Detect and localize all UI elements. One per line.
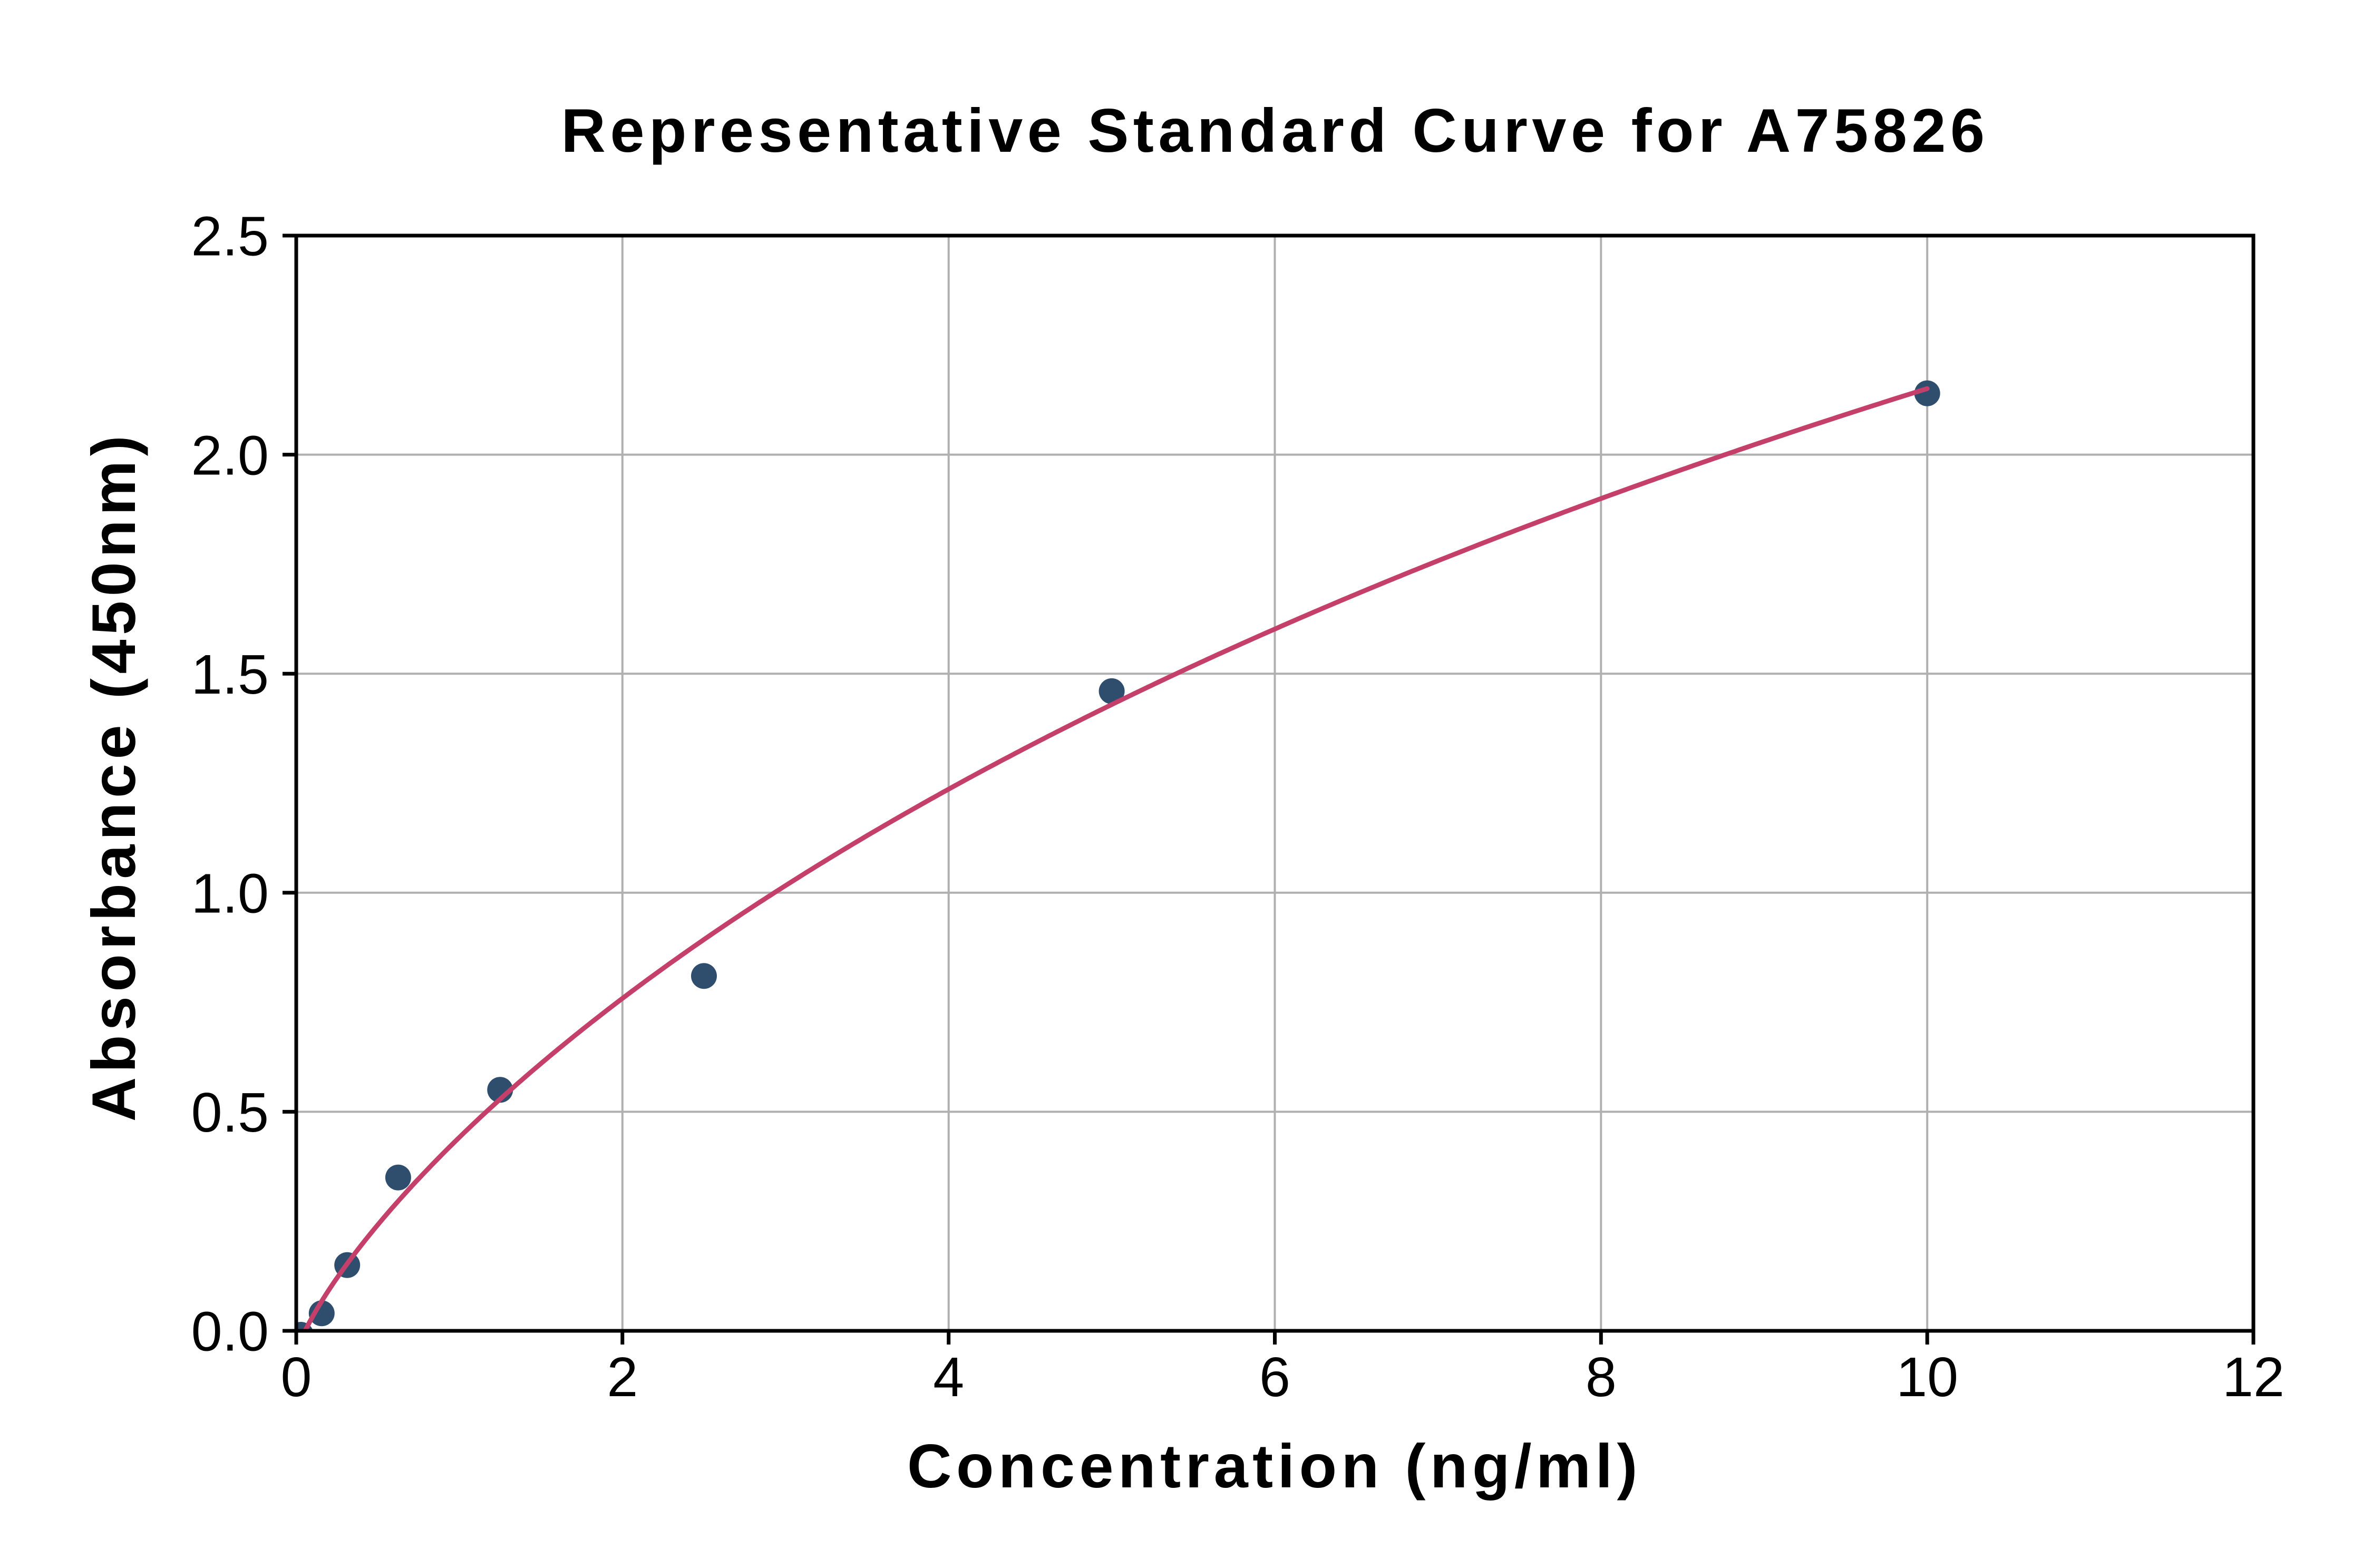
svg-text:10: 10	[1896, 1346, 1958, 1408]
svg-text:6: 6	[1259, 1346, 1290, 1408]
svg-text:Concentration (ng/ml): Concentration (ng/ml)	[907, 1431, 1642, 1501]
svg-text:Representative Standard Curve: Representative Standard Curve for A75826	[561, 96, 1989, 165]
svg-text:2.0: 2.0	[191, 424, 269, 486]
svg-text:1.0: 1.0	[191, 863, 269, 925]
svg-text:2: 2	[607, 1346, 638, 1408]
svg-text:2.5: 2.5	[191, 206, 269, 268]
svg-text:4: 4	[933, 1346, 964, 1408]
svg-text:12: 12	[2222, 1346, 2284, 1408]
svg-text:0: 0	[281, 1346, 312, 1408]
svg-text:1.5: 1.5	[191, 644, 269, 706]
svg-text:0.5: 0.5	[191, 1082, 269, 1144]
svg-text:Absorbance (450nm): Absorbance (450nm)	[79, 431, 148, 1122]
svg-text:0.0: 0.0	[191, 1301, 269, 1363]
svg-text:8: 8	[1586, 1346, 1617, 1408]
